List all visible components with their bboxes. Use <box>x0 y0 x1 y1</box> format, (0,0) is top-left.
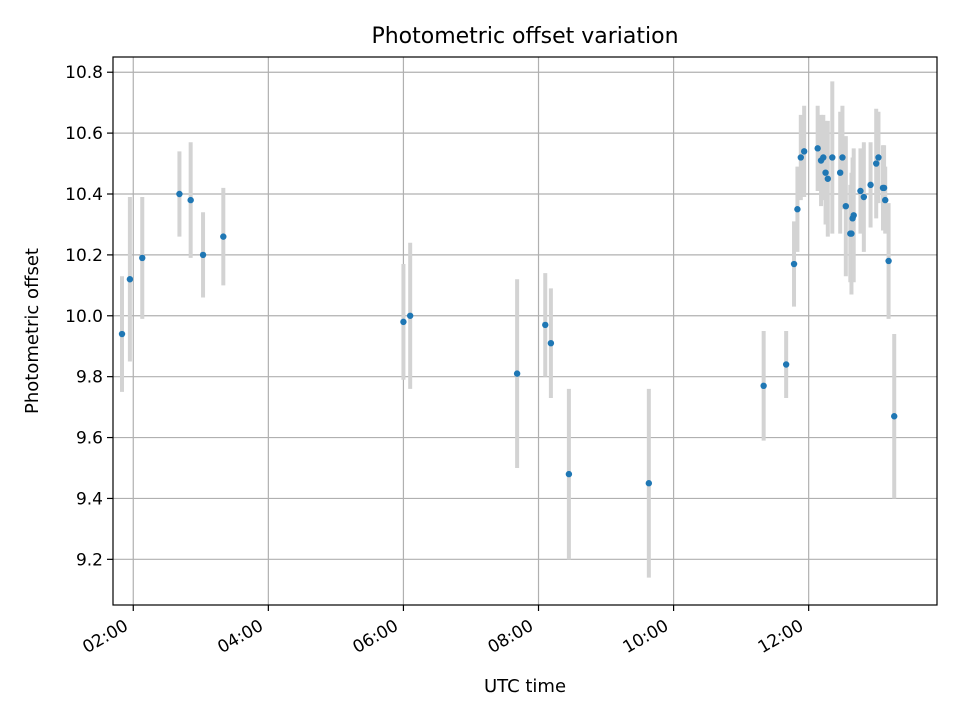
data-point <box>857 187 864 195</box>
y-tick-label: 9.6 <box>76 429 103 449</box>
data-point <box>400 318 407 326</box>
data-point <box>645 480 653 487</box>
y-tick-label: 10.6 <box>65 124 103 144</box>
data-point <box>842 202 850 210</box>
plot-frame <box>112 56 938 606</box>
data-point <box>820 154 827 161</box>
data-point <box>542 321 549 329</box>
data-point <box>513 370 521 377</box>
data-point <box>875 154 882 161</box>
x-axis-label: UTC time <box>484 676 566 697</box>
data-point <box>848 230 855 237</box>
data-point <box>126 276 134 283</box>
data-point <box>118 330 126 338</box>
data-point <box>880 184 888 192</box>
data-point <box>824 175 832 182</box>
data-point <box>406 312 414 319</box>
y-tick-label: 9.2 <box>76 550 103 570</box>
data-point <box>882 196 889 204</box>
data-point <box>760 382 767 389</box>
data-point <box>891 413 898 420</box>
data-point <box>782 361 790 368</box>
y-tick-label: 10.2 <box>65 246 103 266</box>
data-point <box>850 212 857 219</box>
data-points <box>118 145 898 487</box>
data-point <box>829 154 836 161</box>
data-point <box>885 257 892 265</box>
data-point <box>176 190 183 198</box>
data-point <box>814 145 821 152</box>
data-point <box>873 160 880 167</box>
data-point <box>790 260 798 268</box>
data-point <box>797 154 804 161</box>
y-tick-label: 9.8 <box>76 368 103 388</box>
data-point <box>822 169 829 176</box>
data-point <box>867 181 874 189</box>
y-tick-label: 9.4 <box>76 489 103 509</box>
data-point <box>220 233 227 240</box>
data-point <box>860 193 868 201</box>
data-point <box>839 154 846 161</box>
data-point <box>199 251 207 259</box>
data-point <box>800 148 808 155</box>
data-point <box>794 206 801 213</box>
y-tick-label: 10.4 <box>65 185 103 205</box>
data-point <box>547 339 555 347</box>
y-tick-label: 10.8 <box>65 63 103 83</box>
data-point <box>187 196 194 204</box>
data-point <box>836 169 844 176</box>
data-point <box>565 470 573 478</box>
y-tick-label: 10.0 <box>65 307 103 327</box>
y-axis-label: Photometric offset <box>22 248 43 414</box>
data-point <box>139 254 146 262</box>
grid-lines <box>113 57 937 605</box>
chart-title: Photometric offset variation <box>371 24 678 49</box>
